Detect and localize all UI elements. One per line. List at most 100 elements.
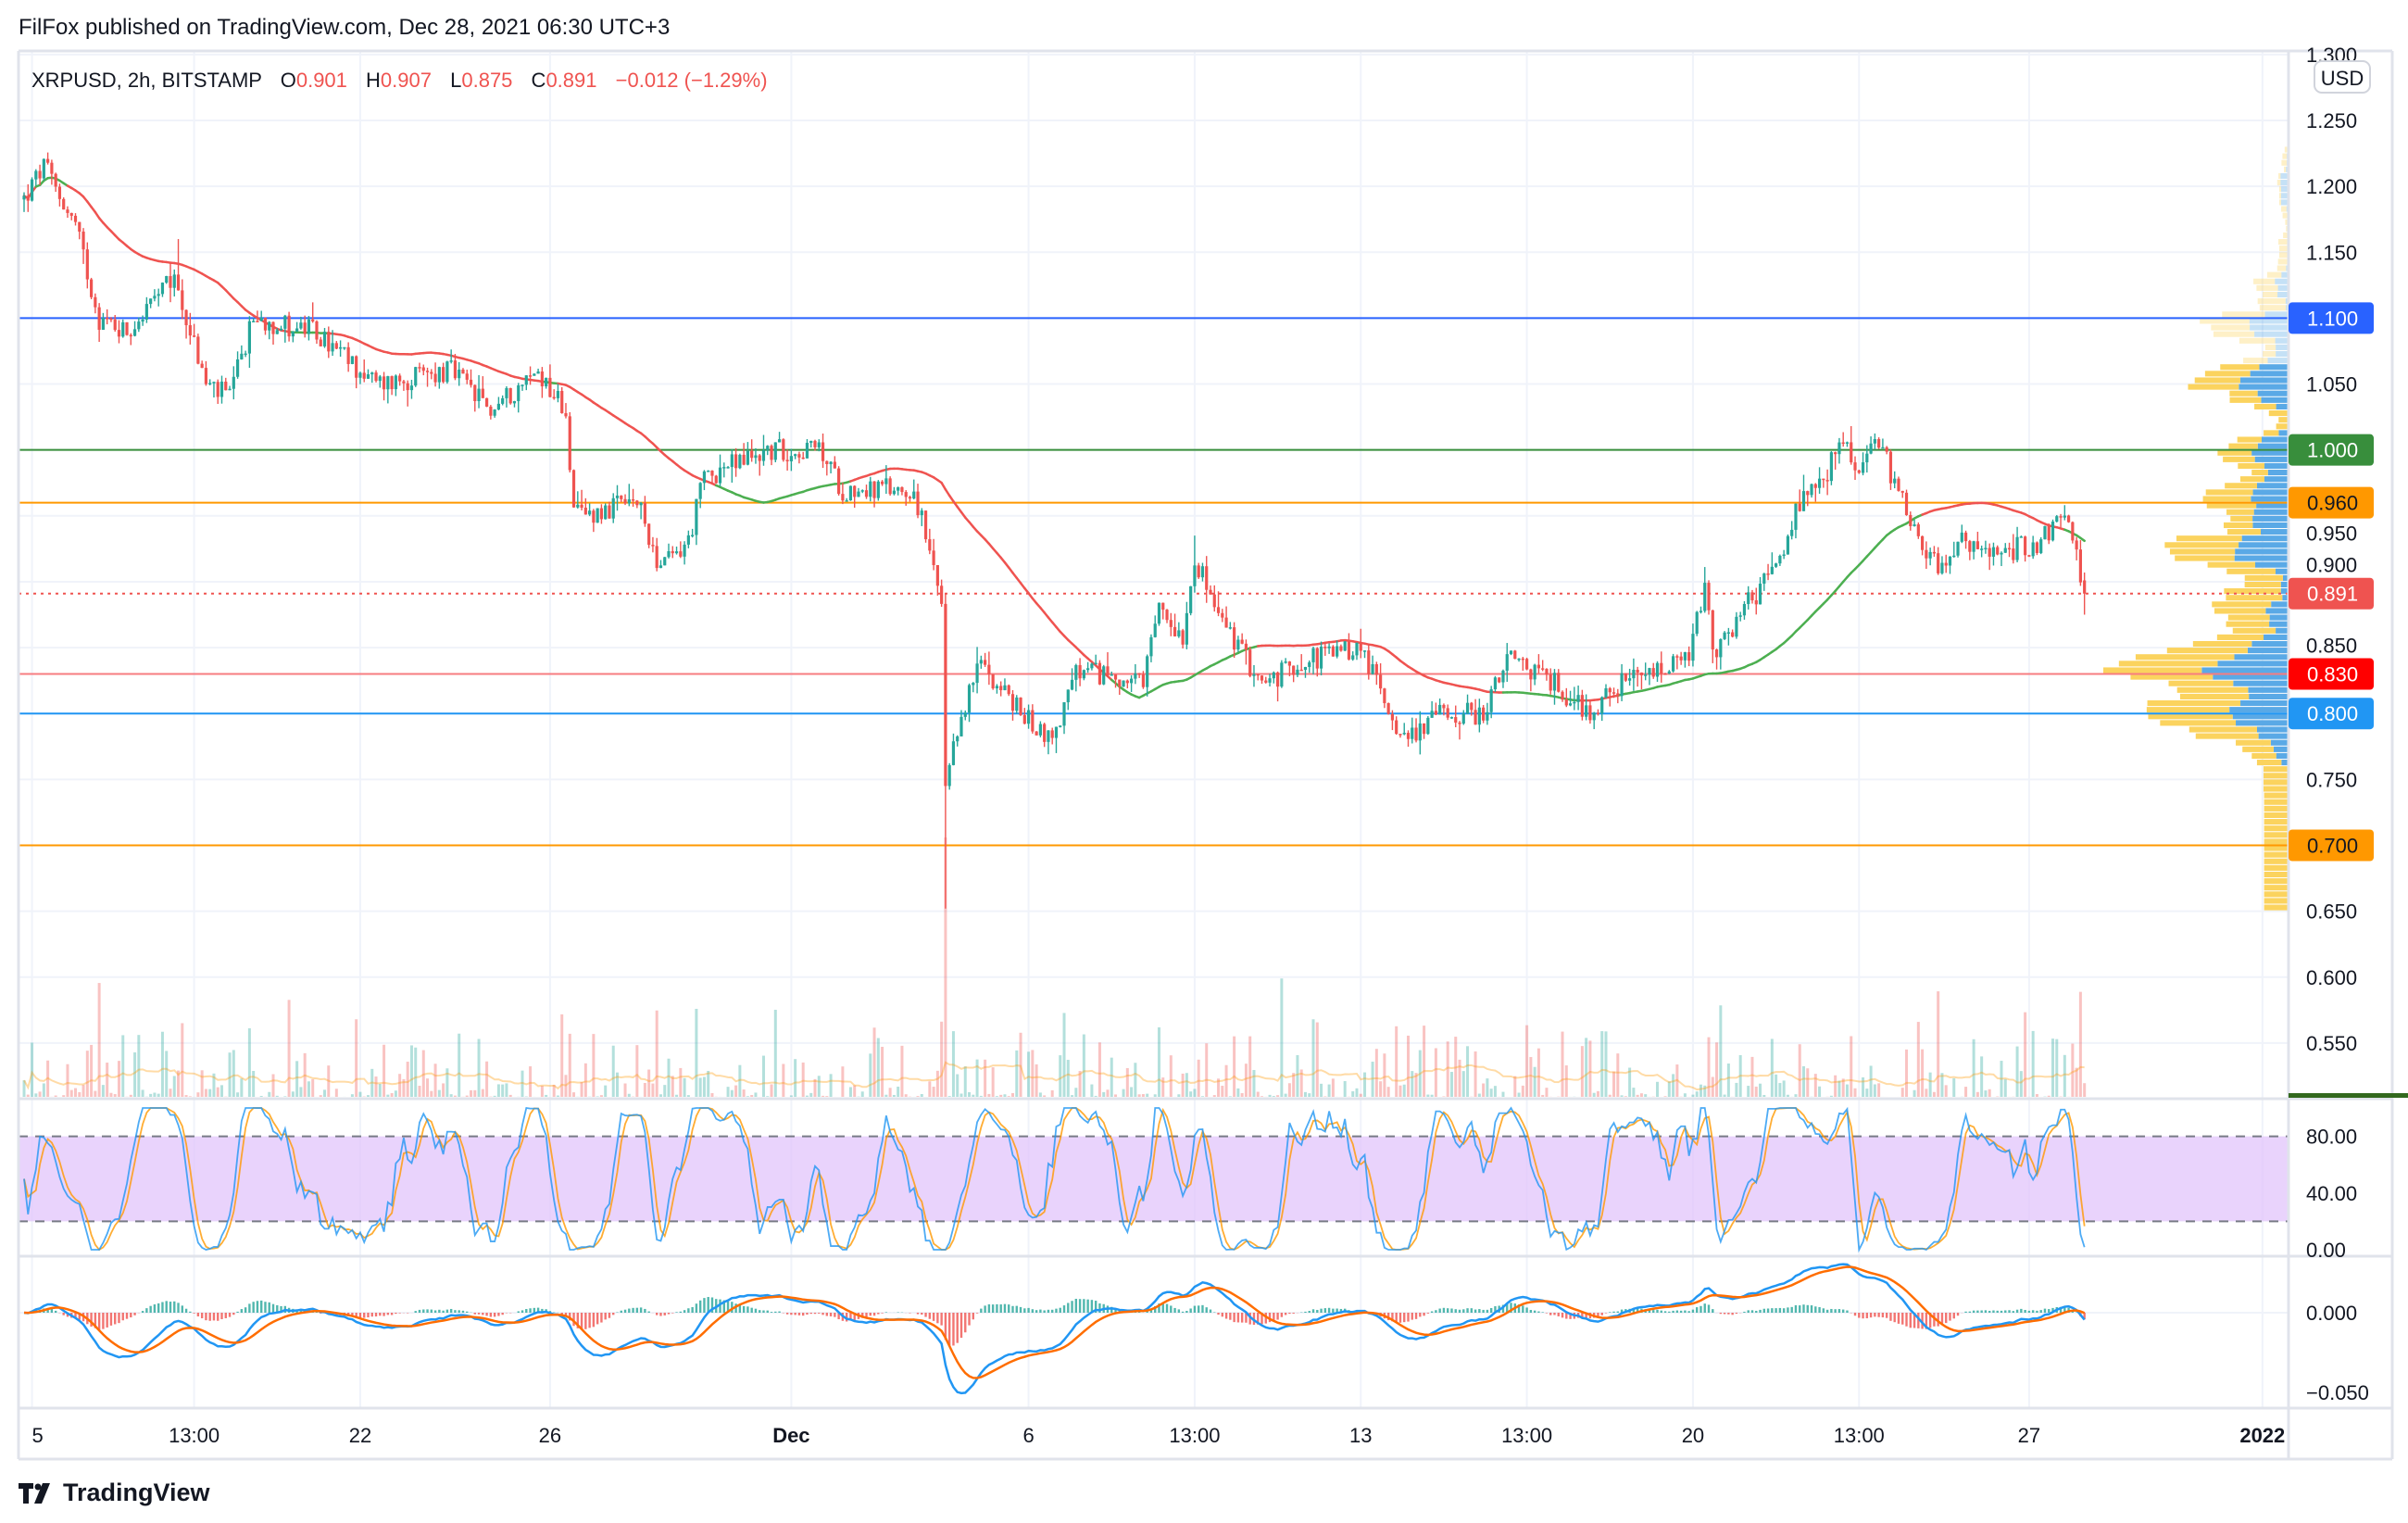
volume-bar <box>1221 1086 1224 1097</box>
volume-bar <box>1596 1090 1599 1097</box>
candle-body <box>1355 642 1359 656</box>
volume-bar <box>1276 1095 1280 1097</box>
candle-body <box>484 397 489 407</box>
pane-frame <box>17 49 2408 1461</box>
volume-bar <box>770 1084 773 1097</box>
volume-bar <box>920 1093 923 1097</box>
volume-bar <box>418 1086 421 1097</box>
ma-segment <box>940 481 947 491</box>
candle-body <box>1035 731 1038 736</box>
volume-bar <box>370 1068 374 1097</box>
candle-body <box>1596 712 1600 714</box>
volume-profile-down-bar <box>2224 588 2281 595</box>
candle-body <box>1573 701 1576 704</box>
level-label-bg <box>2289 577 2374 610</box>
volume-bar <box>101 1085 105 1097</box>
candle-body <box>722 467 726 469</box>
candle-body <box>1086 668 1090 671</box>
volume-bar <box>1137 1094 1141 1097</box>
volume-bar <box>2063 1054 2066 1097</box>
candle-body <box>355 356 358 378</box>
candle-body <box>1580 695 1584 717</box>
candle-body <box>1695 611 1699 635</box>
volume-profile-down-bar <box>2237 436 2263 443</box>
volume-bar <box>1094 1095 1097 1097</box>
candle-body <box>1209 589 1212 595</box>
candle-body <box>1588 705 1592 721</box>
candle-body <box>1707 583 1711 610</box>
volume-bar <box>841 1066 845 1097</box>
candle-body <box>695 498 698 535</box>
volume-profile-down-bar <box>2223 522 2253 529</box>
volume-bar <box>394 1090 397 1097</box>
tradingview-logo[interactable]: TradingView <box>19 1479 210 1507</box>
volume-profile-down-bar <box>2226 595 2283 601</box>
volume-bar <box>1466 1046 1470 1097</box>
candle-body <box>193 335 196 337</box>
candle-body <box>1869 443 1873 454</box>
volume-bar <box>1775 1074 1778 1097</box>
volume-bar <box>984 1059 987 1097</box>
candle-body <box>1683 652 1687 661</box>
candle-body <box>1813 484 1817 488</box>
volume-bars <box>22 837 2087 1097</box>
volume-bar <box>493 1095 496 1097</box>
volume-bar <box>2003 1078 2007 1097</box>
volume-profile-down-bar <box>2238 462 2264 470</box>
volume-bar <box>1299 1069 1303 1097</box>
candle-body <box>2083 580 2087 594</box>
candle-body <box>259 317 263 321</box>
volume-bar <box>1011 1092 1014 1097</box>
moving-average <box>22 176 2086 702</box>
candle-body <box>583 508 587 515</box>
volume-profile-up-bar <box>2264 476 2289 483</box>
volume-profile-down-bar <box>2226 568 2276 574</box>
volume-bar <box>627 1093 631 1097</box>
volume-profile-down-bar <box>2256 284 2278 291</box>
volume-bar <box>1695 1091 1699 1097</box>
volume-profile-up-bar <box>2276 350 2289 358</box>
candle-body <box>1850 442 1853 463</box>
volume-bar <box>1477 1093 1481 1097</box>
volume-bar <box>1632 1088 1636 1097</box>
candle-body <box>334 343 338 349</box>
candle-body <box>386 376 390 390</box>
candle-body <box>596 508 599 523</box>
volume-bar <box>580 1082 583 1097</box>
candle-body <box>1521 658 1524 661</box>
volume-bar <box>303 1052 307 1097</box>
price-tick-label: 1.200 <box>2306 175 2357 198</box>
volume-bar <box>1315 1022 1319 1097</box>
volume-bar <box>1975 1091 1979 1097</box>
candle-body <box>1675 656 1679 658</box>
candle-body <box>1275 672 1280 687</box>
volume-bar <box>663 1085 667 1097</box>
candle-body <box>57 186 62 199</box>
candle-body <box>394 375 397 390</box>
volume-bar <box>350 1094 354 1097</box>
volume-bar <box>307 1081 310 1097</box>
candle-body <box>362 372 366 379</box>
volume-profile-down-bar <box>2169 548 2236 555</box>
volume-bar <box>319 1095 322 1097</box>
volume-profile-down-bar <box>2179 693 2250 699</box>
volume-bar <box>1181 1073 1185 1097</box>
candle-body <box>299 322 303 329</box>
symbol-legend[interactable]: XRPUSD, 2h, BITSTAMP O0.901 H0.907 L0.87… <box>31 69 768 93</box>
candle-body <box>268 321 271 331</box>
volume-profile-down-bar <box>2176 535 2242 542</box>
candle-body <box>219 381 224 397</box>
candle-body <box>1921 535 1925 550</box>
volume-bar <box>671 1076 674 1097</box>
volume-bar <box>592 1034 596 1097</box>
volume-profile-up-bar <box>2251 640 2289 648</box>
candle-body <box>1731 632 1735 637</box>
volume-bar <box>1845 1084 1849 1097</box>
volume-bar <box>1818 1086 1822 1097</box>
volume-bar <box>995 1096 998 1097</box>
volume-profile-down-bar <box>2146 707 2230 713</box>
volume-bar <box>1015 1050 1019 1097</box>
volume-bar <box>944 837 947 1097</box>
volume-profile-up-bar <box>2282 574 2289 581</box>
